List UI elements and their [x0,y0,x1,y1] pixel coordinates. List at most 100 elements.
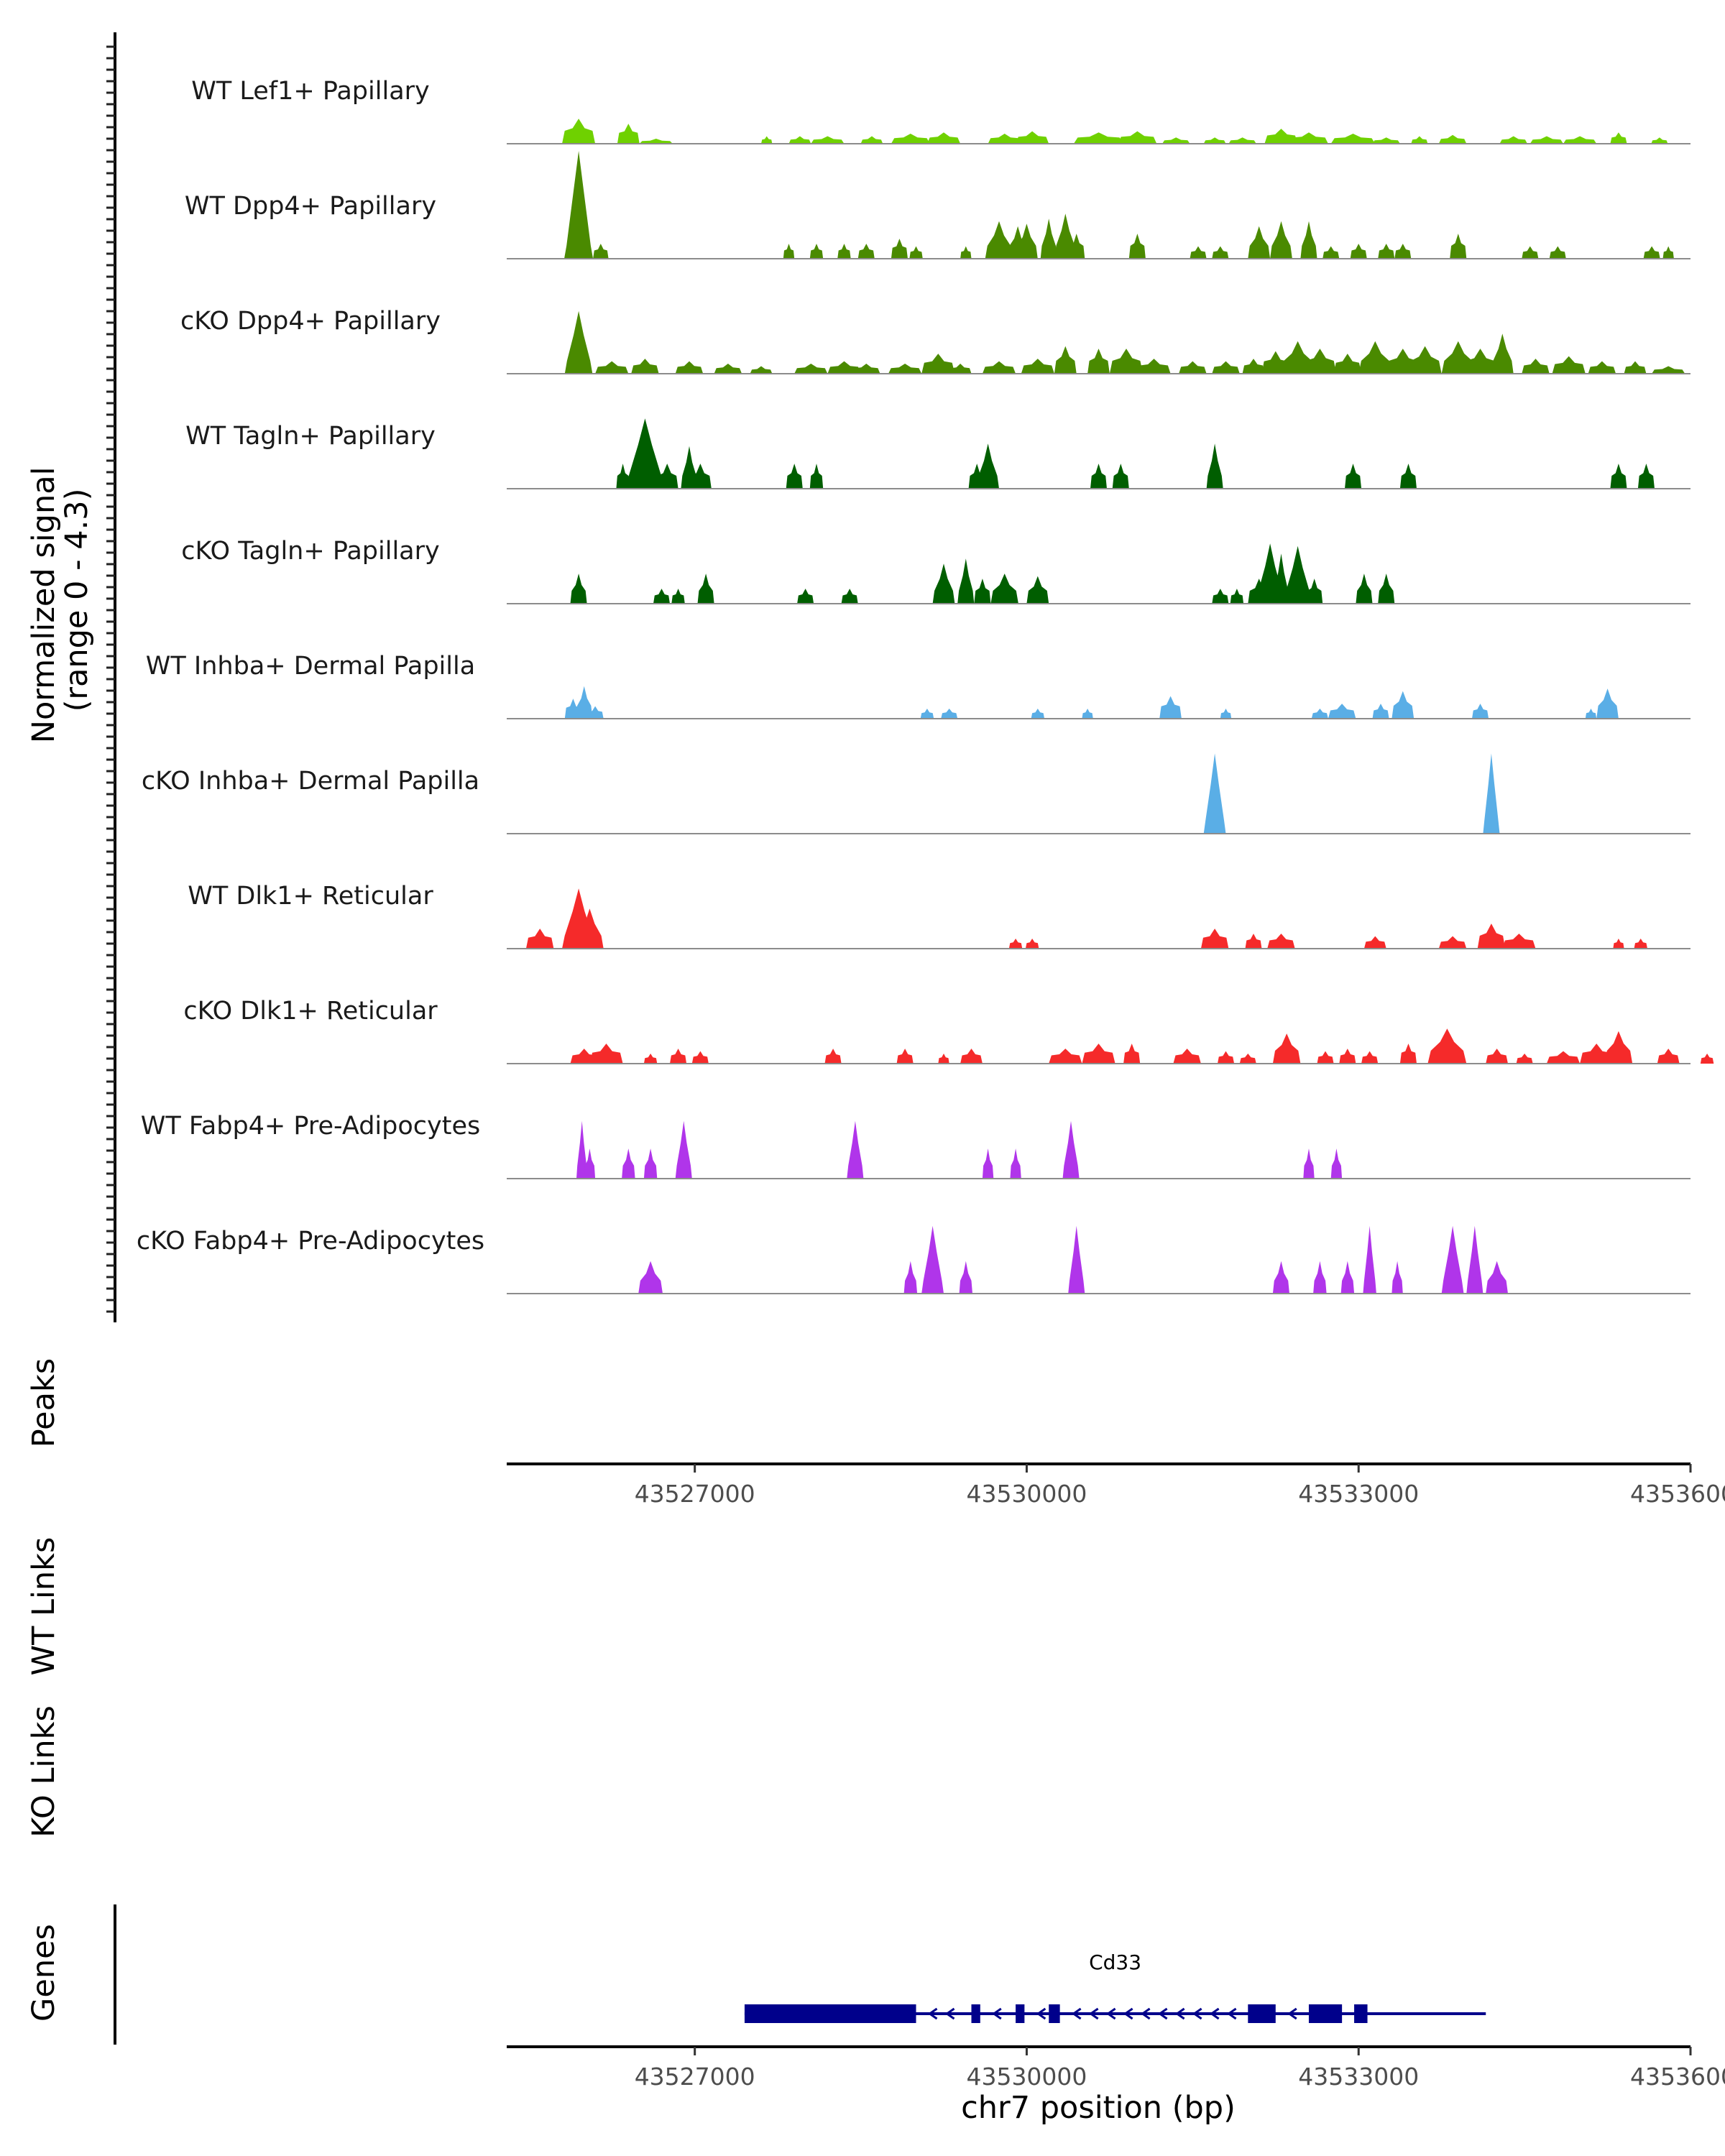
coverage-peak [1700,1054,1714,1064]
strand-arrow [1210,2007,1220,2020]
coverage-peak [1483,753,1500,834]
coverage-peak [1179,361,1207,374]
coverage-peak [595,361,629,374]
coverage-peak [985,221,1013,259]
coverage-peak [691,1051,709,1064]
coverage-peak [593,244,609,259]
coverage-peak [616,464,630,489]
coverage-peak [841,589,858,604]
coverage-peak [1634,939,1647,949]
strand-arrow [1123,2007,1133,2020]
coverage-peak [750,366,773,374]
coverage-peak [896,1049,914,1064]
coverage-peak [974,579,991,604]
coverage-peak [1200,929,1229,949]
coverage-peak [1339,1049,1356,1064]
coverage-peak [1530,136,1563,144]
strand-arrow [1227,2007,1237,2020]
coverage-peak [1245,934,1262,949]
track-label: cKO Dpp4+ Papillary [180,307,441,336]
track-label: cKO Tagln+ Papillary [181,537,440,566]
peaks-panel-label: Peaks [26,1358,62,1448]
coverage-peak [1264,129,1298,144]
track-label: cKO Dlk1+ Reticular [183,997,438,1026]
coverage-peak [1300,221,1317,259]
x-tick-label: 43533000 [1298,1480,1419,1508]
coverage-peak [960,1049,983,1064]
track-label: WT Fabp4+ Pre-Adipocytes [141,1112,480,1141]
x-tick-label: 43536000 [1630,1480,1725,1508]
y-axis-label-line1: Normalized signal [26,466,62,743]
coverage-peak [643,1148,658,1179]
coverage-peak [1610,464,1627,489]
coverage-peak [1502,934,1536,949]
gene-name-label: Cd33 [1089,1950,1141,1974]
coverage-peak [1643,246,1660,259]
coverage-peak [811,136,845,144]
coverage-peak [617,124,640,144]
coverage-peak [1303,349,1337,374]
genes-panel-label: Genes [26,1924,62,2022]
coverage-peak [576,908,604,949]
coverage-peak [1588,361,1616,374]
coverage-peak [631,359,659,374]
coverage-peak [949,364,972,374]
track-label: WT Dpp4+ Papillary [185,192,436,221]
coverage-peak [903,1261,918,1294]
coverage-peak [1303,1148,1315,1179]
coverage-peak [797,589,814,604]
coverage-peak [1651,137,1668,144]
coverage-peak [589,1044,623,1064]
coverage-peak [888,364,922,374]
coverage-peak [1392,1261,1403,1294]
coverage-peak [1438,936,1467,949]
coverage-peak [576,686,593,719]
coverage-peak [1049,1049,1082,1064]
coverage-peak [1427,1028,1467,1064]
coverage-peak [860,136,883,144]
coverage-peak [1549,246,1566,259]
coverage-peak [1016,131,1049,144]
coverage-peak [1624,361,1647,374]
coverage-peak [809,464,824,489]
coverage-peak [1378,573,1395,604]
coverage-peak [1021,359,1054,374]
coverage-peak [638,1261,663,1294]
coverage-peak [1220,709,1232,719]
coverage-peak [941,709,958,719]
coverage-peak [959,1261,972,1294]
coverage-peak [564,151,594,259]
coverage-peak [1218,1051,1235,1064]
coverage-peak [1284,545,1312,604]
track-wt-inhba-dermal-papilla: WT Inhba+ Dermal Papilla [146,652,1690,719]
coverage-peak [921,1225,944,1294]
track-wt-dlk1-reticular: WT Dlk1+ Reticular [188,882,1690,949]
track-label: WT Inhba+ Dermal Papilla [146,652,475,681]
strand-arrow [927,2007,938,2020]
coverage-peak [1031,709,1045,719]
track-label: WT Dlk1+ Reticular [188,882,433,911]
strand-arrow [992,2007,1002,2020]
track-cko-fabp4-pre-adipocytes: cKO Fabp4+ Pre-Adipocytes [137,1225,1690,1294]
coverage-peak [1361,1051,1379,1064]
gene-exon [1354,2004,1368,2023]
coverage-peak [1206,443,1223,489]
coverage-peak [1477,923,1506,949]
coverage-peak [1522,246,1539,259]
coverage-peak [891,239,908,259]
coverage-peak [1087,349,1110,374]
strand-arrow [1192,2007,1202,2020]
coverage-peak [824,1049,842,1064]
track-label: cKO Fabp4+ Pre-Adipocytes [137,1227,484,1256]
coverage-peak [1408,346,1442,374]
coverage-peak [809,244,824,259]
coverage-peak [1230,589,1244,604]
strand-arrow [1175,2007,1185,2020]
coverage-peak [675,361,704,374]
track-label: WT Tagln+ Papillary [185,422,436,451]
coverage-peak [1613,939,1624,949]
gene-exon [1308,2004,1343,2023]
y-axis-label-line2: (range 0 - 4.3) [59,489,95,712]
coverage-peak [1580,1044,1614,1064]
coverage-peak [1522,359,1550,374]
